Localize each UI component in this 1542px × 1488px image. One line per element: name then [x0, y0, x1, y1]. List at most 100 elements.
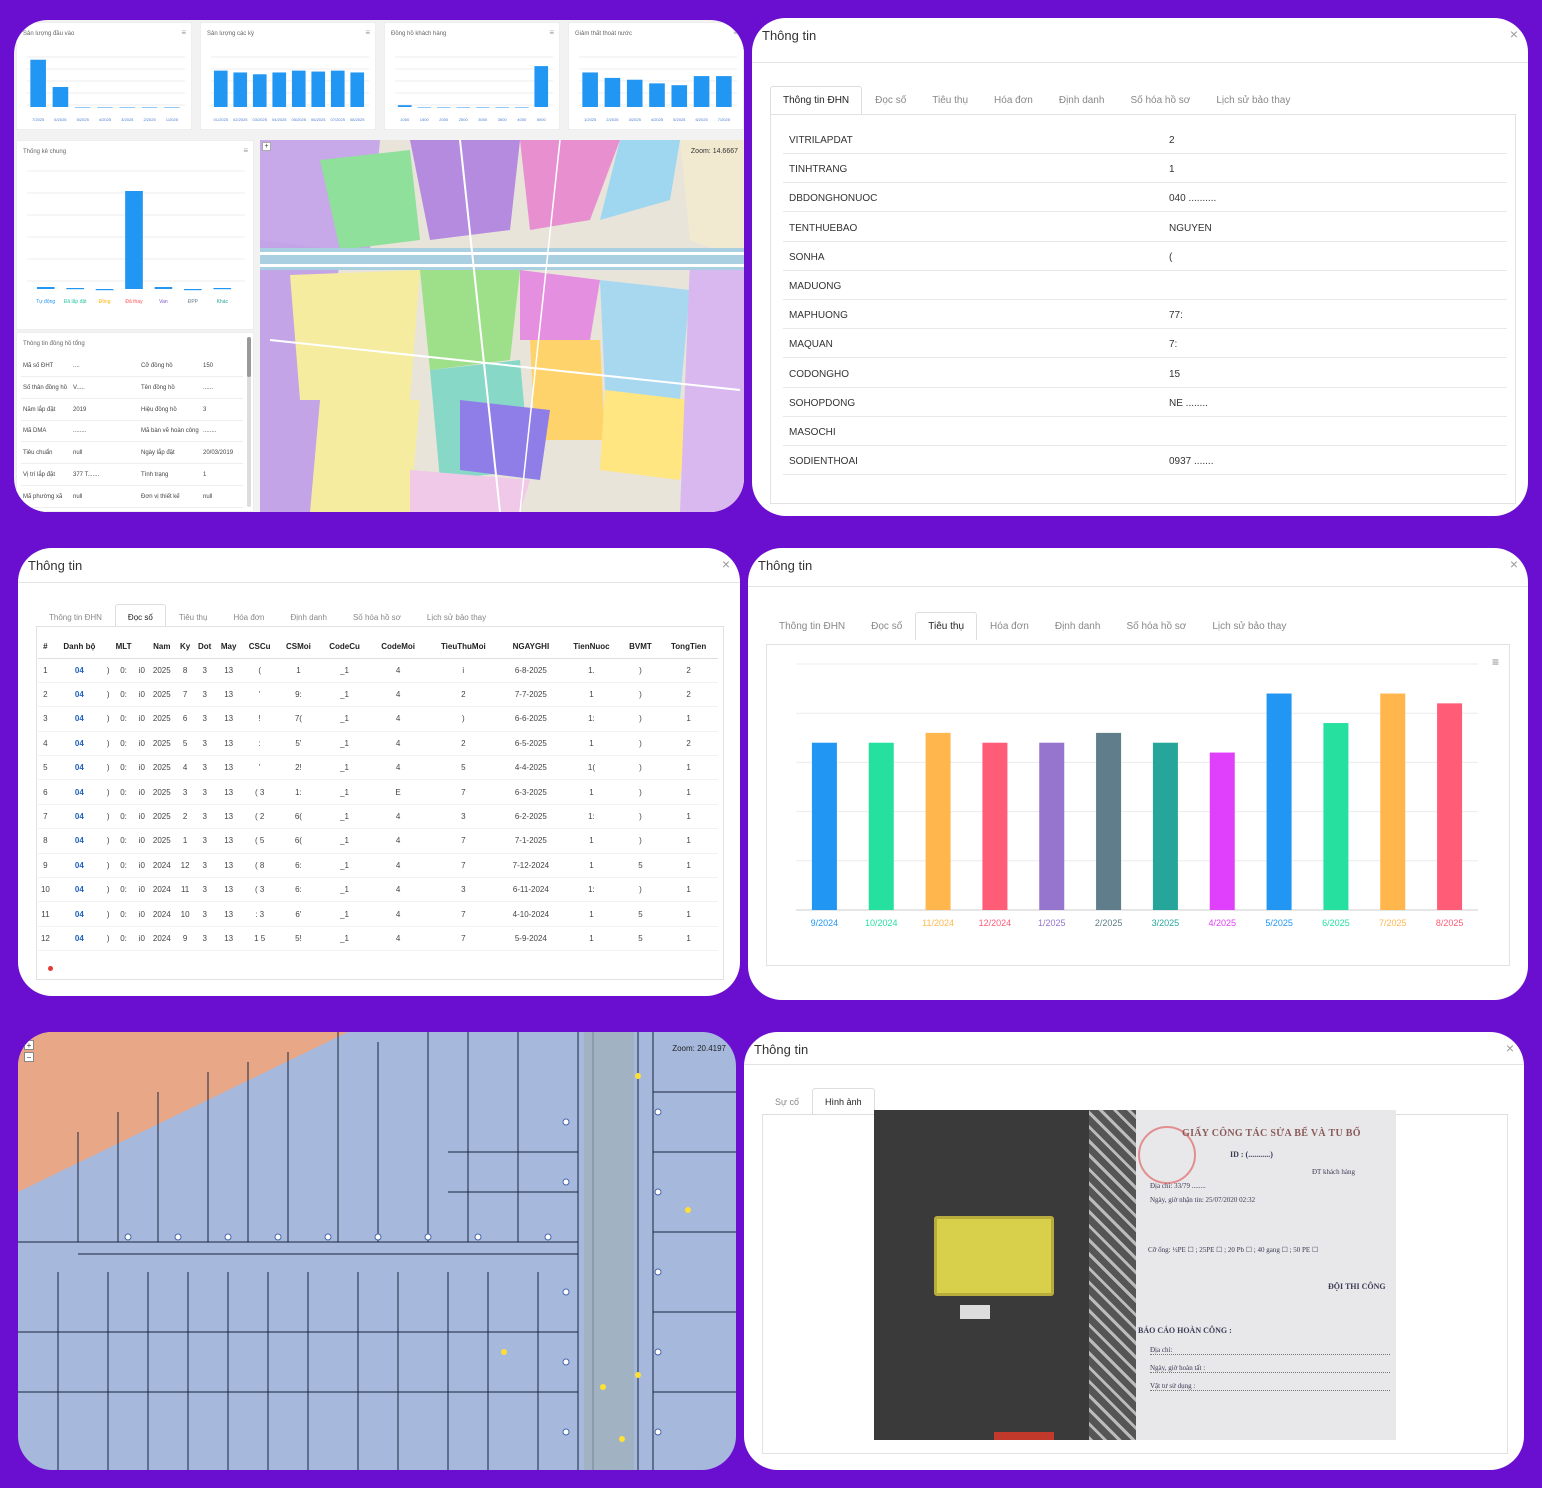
menu-icon[interactable]: ≡ [1491, 655, 1499, 669]
tab-2[interactable]: Tiêu thụ [915, 612, 978, 640]
table-cell[interactable]: 04 [52, 877, 106, 903]
table-cell: ' [241, 755, 278, 781]
table-row[interactable]: 11 04) 0: i0 2024 10 3 13: 3 6' _1 4 7 4-10-2024 1 5 1 [38, 901, 718, 927]
table-cell: 6: [277, 877, 320, 903]
tab-0[interactable]: Sự cố [775, 1097, 800, 1107]
column-header[interactable]: CSCu [241, 636, 278, 659]
tab-5[interactable]: Số hóa hồ sơ [1130, 95, 1191, 106]
table-row[interactable]: 5 04) 0: i0 2025 4 3 13 ' 2! _1 4 5 4-4-2025 1() 1 [38, 755, 718, 781]
table-row[interactable]: 8 04) 0: i0 2025 1 3 13( 5 6(_1 4 7 7-1-2025 1) 1 [38, 828, 718, 854]
table-cell: _1 [319, 828, 371, 854]
tab-1[interactable]: Hình ảnh [812, 1088, 875, 1115]
table-cell[interactable]: 04 [52, 706, 106, 732]
close-icon[interactable]: × [1509, 26, 1518, 42]
tab-5[interactable]: Số hóa hồ sơ [1126, 621, 1187, 632]
column-header[interactable]: MLT [110, 636, 137, 659]
tab-0[interactable]: Thông tin ĐHN [779, 621, 846, 632]
table-cell[interactable]: 04 [52, 926, 106, 952]
info-value: 040 .......... [1169, 193, 1217, 205]
column-header[interactable]: NGAYGHI [500, 636, 562, 659]
table-cell: 7 [426, 901, 501, 927]
table-row[interactable]: 10 04) 0: i0 2024 11 3 13( 3 6: _1 4 3 6-11-2024 1:) 1 [38, 877, 718, 903]
column-header[interactable]: Ky [176, 636, 194, 659]
parcel-map-panel[interactable]: Zoom: 20.4197 + − [18, 1032, 736, 1470]
tab-6[interactable]: Lịch sử bảo thay [1212, 621, 1287, 632]
mini-tick: 3500 [498, 117, 508, 122]
menu-icon[interactable]: ≡ [243, 146, 248, 155]
table-cell: _1 [319, 755, 371, 781]
column-header[interactable]: CodeMoi [370, 636, 427, 659]
column-header[interactable]: # [38, 636, 53, 659]
tab-3[interactable]: Hóa đơn [233, 613, 265, 622]
column-header[interactable]: CodeCu [319, 636, 371, 659]
zoom-in-button[interactable]: + [24, 1040, 34, 1050]
mini-chart: 01/2025 02/2025 03/2025 04/2025 05/2025 06/20… [211, 56, 369, 122]
menu-icon[interactable]: ≡ [181, 28, 186, 37]
zoom-in-button[interactable]: + [262, 142, 271, 151]
meter-photo[interactable] [874, 1110, 1136, 1440]
tab-1[interactable]: Đọc số [875, 95, 907, 106]
table-cell[interactable]: 04 [52, 682, 106, 708]
table-row[interactable]: 7 04) 0: i0 2025 2 3 13( 2 6(_1 4 3 6-2-2025 1:) 1 [38, 804, 718, 830]
table-cell: 4 [370, 755, 427, 781]
table-cell: 4 [370, 877, 427, 903]
table-cell[interactable]: 04 [52, 731, 106, 757]
info-value: 377 T....... [73, 472, 100, 478]
work-order-document[interactable]: GIẤY CÔNG TÁC SỬA BỂ VÀ TU BỔ ID : (....… [1136, 1110, 1396, 1440]
table-cell: 13 [215, 877, 242, 903]
tab-0[interactable]: Thông tin ĐHN [770, 86, 863, 114]
column-header[interactable]: TieuThuMoi [426, 636, 501, 659]
table-row[interactable]: 12 04) 0: i0 2024 9 3 13 1 5 5! _1 4 7 5-9-2024 1 5 1 [38, 926, 718, 952]
table-cell[interactable]: 04 [52, 779, 106, 805]
table-row[interactable]: 4 04) 0: i0 2025 5 3 13:5' _1 4 2 6-5-2025 1) 2 [38, 731, 718, 757]
close-icon[interactable]: × [1509, 556, 1518, 572]
table-row[interactable]: 1 04) 0: i0 2025 8 3 13(1 _1 4 i 6-8-2025 1.) 2 [38, 658, 718, 683]
column-header[interactable] [136, 636, 148, 659]
tab-4[interactable]: Định danh [1054, 621, 1101, 632]
table-row[interactable]: 9 04) 0: i0 2024 12 3 13( 8 6: _1 4 7 7-12-2024 1 5 1 [38, 853, 718, 879]
scrollbar[interactable] [247, 337, 251, 507]
zoom-out-button[interactable]: − [24, 1052, 34, 1062]
column-header[interactable]: BVMT [621, 636, 660, 659]
tab-0[interactable]: Thông tin ĐHN [49, 613, 102, 622]
table-cell[interactable]: 04 [52, 828, 106, 854]
table-row[interactable]: 2 04) 0: i0 2025 7 3 13 ' 9: _1 4 2 7-7-2025 1) 2 [38, 682, 718, 708]
tab-3[interactable]: Hóa đơn [994, 95, 1033, 106]
table-cell[interactable]: 04 [52, 901, 106, 927]
column-header[interactable]: Nam [147, 636, 177, 659]
column-header[interactable]: May [215, 636, 242, 659]
tab-1[interactable]: Đọc số [114, 604, 166, 630]
table-cell[interactable]: 04 [52, 658, 106, 683]
column-header[interactable]: Danh bộ [52, 636, 106, 659]
menu-icon[interactable]: ≡ [733, 28, 738, 37]
table-cell: 6-2-2025 [500, 804, 562, 830]
tab-2[interactable]: Tiêu thụ [932, 95, 969, 106]
tab-4[interactable]: Định danh [1058, 95, 1105, 106]
close-icon[interactable]: × [721, 556, 730, 572]
table-row[interactable]: 6 04) 0: i0 2025 3 3 13( 3 1: _1 E 7 6-3-2025 1) 1 [38, 779, 718, 805]
close-icon[interactable]: × [1505, 1040, 1514, 1056]
tab-6[interactable]: Lịch sử bảo thay [426, 613, 487, 622]
table-cell: E [370, 779, 427, 805]
table-cell[interactable]: 04 [52, 804, 106, 830]
district-map[interactable]: Zoom: 14.6667 + [260, 140, 744, 512]
tab-3[interactable]: Hóa đơn [990, 621, 1029, 632]
table-row[interactable]: 3 04) 0: i0 2025 6 3 13! 7(_1 4) 6-6-2025 1:) 1 [38, 706, 718, 732]
column-header[interactable] [105, 636, 111, 659]
table-cell[interactable]: 04 [52, 755, 106, 781]
tab-5[interactable]: Số hóa hồ sơ [352, 613, 401, 622]
column-header[interactable]: TienNuoc [561, 636, 622, 659]
column-header[interactable]: CSMoi [277, 636, 320, 659]
table-cell: 1 [659, 828, 718, 854]
table-cell[interactable]: 04 [52, 853, 106, 879]
menu-icon[interactable]: ≡ [549, 28, 554, 37]
tab-4[interactable]: Định danh [290, 613, 327, 622]
column-header[interactable]: TongTien [659, 636, 718, 659]
column-header[interactable]: Dot [193, 636, 216, 659]
tab-1[interactable]: Đọc số [871, 621, 903, 632]
tab-6[interactable]: Lịch sử bảo thay [1216, 95, 1291, 106]
tab-2[interactable]: Tiêu thụ [178, 613, 208, 622]
table-cell: 2024 [147, 926, 177, 952]
table-cell: 2 [659, 682, 718, 708]
menu-icon[interactable]: ≡ [365, 28, 370, 37]
